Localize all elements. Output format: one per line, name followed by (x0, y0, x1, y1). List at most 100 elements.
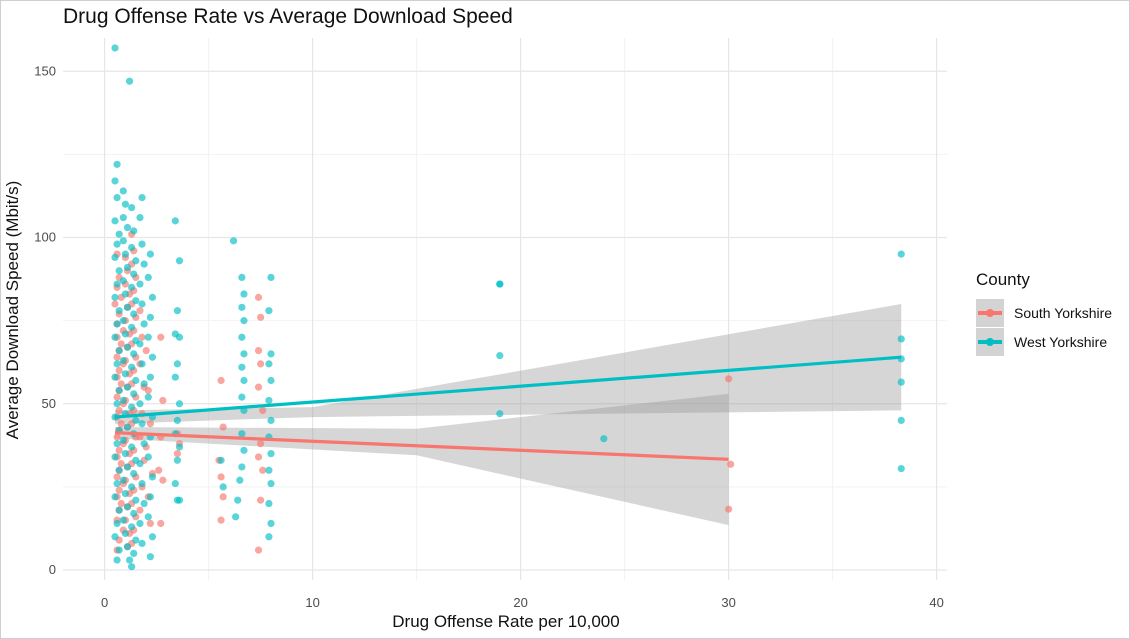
data-point (115, 230, 123, 238)
data-point (121, 529, 129, 538)
data-point (238, 333, 246, 341)
data-point (175, 400, 184, 408)
legend-key-south-yorkshire (976, 298, 1004, 327)
data-point (123, 423, 132, 431)
data-point (115, 446, 123, 454)
data-point (140, 320, 148, 328)
data-point (130, 350, 138, 358)
data-point (113, 280, 121, 288)
data-point (128, 283, 136, 291)
data-point (138, 479, 146, 488)
tick-labels: 0 10 20 30 40 0 50 100 150 (34, 63, 944, 610)
data-point (173, 496, 181, 504)
data-point (128, 203, 136, 212)
data-point (123, 263, 132, 272)
data-point (240, 446, 248, 454)
data-point (144, 453, 152, 461)
data-point (171, 217, 179, 225)
data-point (111, 217, 119, 225)
data-point (115, 366, 123, 375)
data-point (119, 213, 127, 222)
data-point (219, 493, 227, 501)
legend-label: West Yorkshire (1014, 333, 1108, 350)
data-point (123, 343, 132, 351)
data-point (238, 393, 246, 401)
data-point (600, 435, 608, 443)
data-point (171, 373, 179, 381)
data-point (140, 260, 148, 268)
data-point (111, 44, 119, 52)
data-point (138, 420, 146, 428)
data-point (113, 433, 121, 441)
x-tick-label: 20 (513, 595, 527, 610)
data-point (113, 440, 121, 448)
data-point (259, 406, 267, 415)
data-point (111, 333, 119, 341)
data-point (128, 483, 136, 491)
data-point (136, 307, 144, 315)
data-point (155, 466, 163, 474)
data-point (113, 479, 121, 488)
data-point (119, 476, 127, 484)
x-tick-label: 0 (101, 595, 108, 610)
data-point (115, 546, 123, 554)
data-point (111, 373, 119, 381)
data-point (727, 460, 735, 468)
data-point (117, 340, 125, 348)
data-point (115, 466, 123, 474)
confidence-band (115, 393, 729, 526)
x-tick-label: 10 (305, 595, 319, 610)
data-point (111, 533, 119, 541)
data-point (121, 250, 129, 258)
data-point (117, 460, 125, 468)
y-tick-label: 100 (34, 230, 56, 245)
data-point (267, 350, 275, 358)
data-point (113, 360, 121, 368)
data-point (136, 519, 144, 528)
data-point (132, 416, 140, 424)
data-point (115, 406, 123, 415)
data-point (113, 194, 121, 202)
data-point (254, 293, 263, 301)
confidence-band (115, 304, 902, 424)
data-point (113, 320, 121, 328)
data-point (267, 376, 275, 385)
data-point (125, 556, 134, 564)
data-point (138, 240, 146, 248)
data-point (157, 333, 165, 341)
data-point (132, 376, 140, 385)
data-point (138, 194, 146, 202)
trend-line (114, 355, 902, 419)
data-point (117, 499, 125, 508)
data-point (897, 378, 905, 386)
data-point (265, 499, 273, 508)
data-point (146, 250, 154, 258)
data-point (265, 396, 273, 405)
data-point (897, 465, 905, 473)
data-point (121, 330, 129, 338)
data-point (238, 273, 246, 282)
data-point (119, 277, 127, 285)
data-point (265, 360, 273, 368)
data-point (257, 360, 265, 368)
data-point (113, 519, 121, 528)
data-point (111, 300, 119, 308)
chart-title: Drug Offense Rate vs Average Download Sp… (63, 5, 513, 28)
data-point (117, 420, 125, 428)
data-point (138, 333, 146, 341)
data-point (267, 519, 275, 528)
data-point (111, 177, 119, 185)
data-point (125, 77, 134, 85)
data-point (173, 456, 181, 464)
data-point (123, 503, 132, 511)
data-point (130, 310, 138, 318)
data-point (111, 493, 119, 501)
data-point (725, 375, 733, 383)
data-point (175, 333, 184, 341)
data-point (265, 533, 273, 541)
data-point (136, 340, 144, 348)
data-point (132, 496, 140, 504)
x-tick-label: 30 (721, 595, 735, 610)
data-point (240, 290, 248, 298)
data-point (144, 273, 152, 282)
